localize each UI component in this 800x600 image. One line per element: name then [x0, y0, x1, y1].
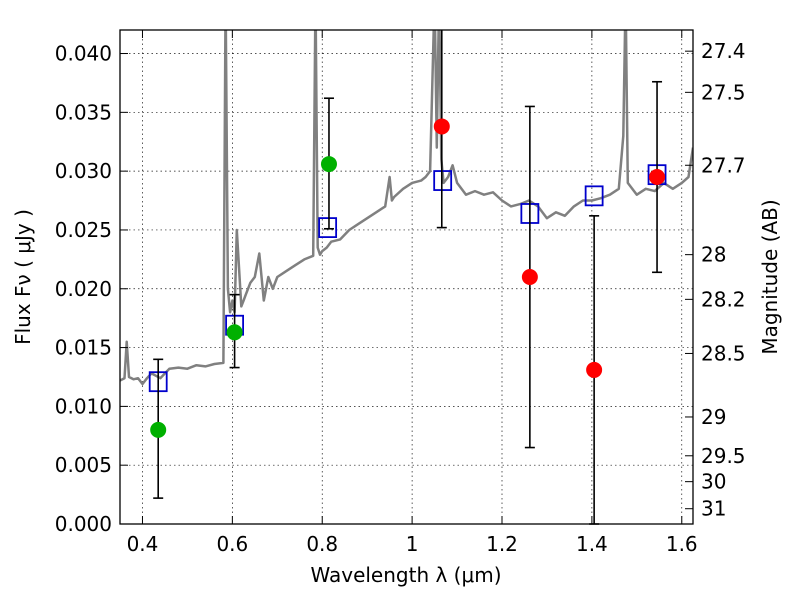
y2-axis-label: Magnitude (AB)	[758, 199, 782, 354]
x-axis-label: Wavelength λ (μm)	[310, 563, 501, 587]
y2-tick-label: 30	[701, 470, 726, 494]
y2-tick-label: 28	[701, 243, 726, 267]
y-tick-label: 0.025	[55, 218, 112, 242]
y2-tick-label: 27.7	[701, 153, 746, 177]
y-tick-label: 0.040	[55, 42, 112, 66]
x-tick-label: 0.8	[306, 532, 338, 556]
model-point	[584, 185, 604, 207]
model-point	[433, 170, 453, 191]
error-bars	[153, 30, 663, 525]
observed-point	[226, 324, 243, 341]
grid	[120, 30, 693, 525]
plot-frame	[119, 29, 694, 525]
x-axis: 0.4 0.6 0.8 1 1.2 1.4 1.6	[127, 30, 698, 556]
spectrum-line	[120, 30, 693, 386]
observed-point	[320, 156, 337, 173]
y-tick-label: 0.000	[55, 512, 112, 536]
model-point	[318, 217, 338, 239]
x-tick-label: 0.4	[127, 532, 159, 556]
x-tick-label: 1.4	[576, 532, 608, 556]
y-axis-label: Flux Fν ( μJy )	[11, 209, 35, 345]
observed-point	[433, 118, 450, 135]
x-tick-label: 1.2	[486, 532, 518, 556]
x-tick-label: 1	[406, 532, 419, 556]
x-tick-label: 0.6	[216, 532, 248, 556]
y-tick-label: 0.005	[55, 453, 112, 477]
y-tick-label: 0.035	[55, 100, 112, 124]
observed-point	[521, 269, 538, 285]
y2-tick-label: 29	[701, 405, 726, 429]
observed-point	[150, 421, 167, 438]
y2-tick-label: 28.2	[701, 287, 746, 311]
y-tick-label: 0.010	[55, 394, 112, 418]
y-tick-label: 0.030	[55, 159, 112, 183]
y2-tick-label: 29.5	[701, 444, 746, 468]
observed-point	[649, 169, 666, 186]
spectrum-layer	[120, 30, 693, 386]
y-tick-label: 0.015	[55, 336, 112, 360]
y2-tick-label: 31	[701, 497, 726, 521]
observed-points	[150, 118, 666, 438]
x-tick-label: 1.6	[666, 532, 698, 556]
y2-tick-label: 28.5	[701, 341, 746, 365]
y2-tick-label: 27.5	[701, 80, 746, 104]
y2-tick-label: 27.4	[701, 39, 746, 63]
observed-point	[586, 361, 603, 378]
y-tick-label: 0.020	[55, 277, 112, 301]
y-axis: 0.000 0.005 0.010 0.015 0.020 0.025 0.030 0.035…	[55, 42, 128, 536]
y2-axis: 27.4 27.5 27.7 28 28.2 28.5 29 29.530 31	[685, 39, 746, 521]
